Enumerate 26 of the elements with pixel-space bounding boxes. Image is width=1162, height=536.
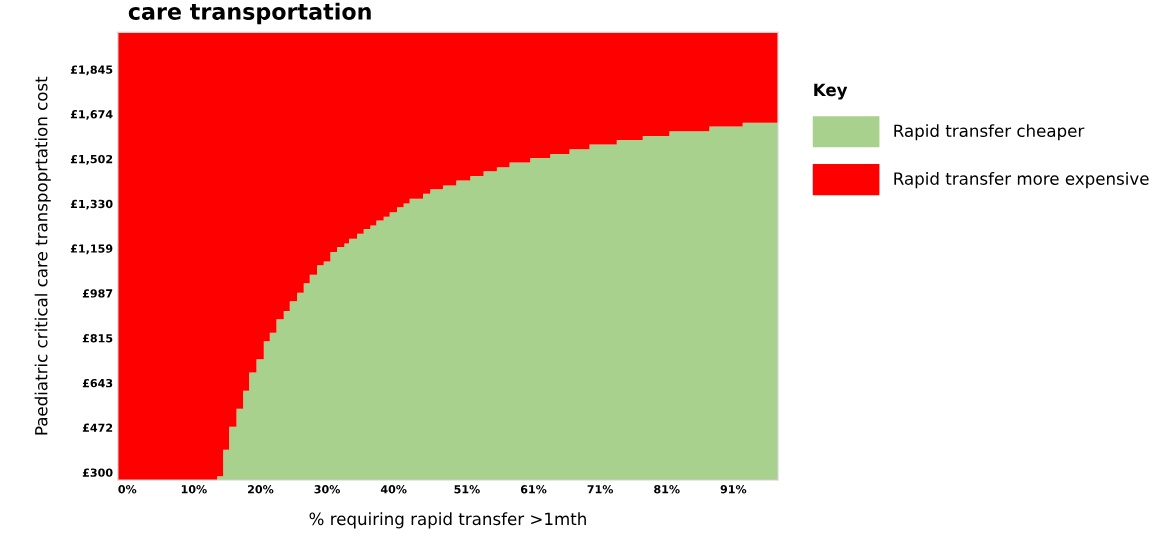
chart-title: care transportation [128, 2, 371, 25]
x-tick-label: 40% [380, 485, 407, 494]
y-axis-title: Paediatric critical care transpoprtation cost [34, 76, 51, 435]
x-tick-label: 0% [118, 485, 137, 494]
x-tick-label: 71% [587, 485, 614, 494]
x-tick-label: 30% [314, 485, 341, 494]
x-tick-label: 91% [720, 485, 747, 494]
legend-title: Key [814, 83, 848, 100]
y-tick-label: £643 [82, 378, 113, 388]
y-tick-label: £1,330 [70, 199, 113, 210]
y-tick-label: £987 [82, 289, 113, 298]
y-tick-label: £1,502 [70, 154, 113, 165]
y-tick-label: £300 [82, 468, 113, 477]
x-axis-title: % requiring rapid transfer >1mth [309, 512, 586, 529]
y-tick-label: £472 [82, 423, 113, 432]
y-tick-label: £1,159 [70, 244, 113, 255]
y-tick-label: £1,845 [70, 65, 113, 76]
x-tick-label: 61% [520, 485, 547, 494]
legend-label: Rapid transfer more expensive [894, 172, 1149, 189]
x-tick-label: 20% [248, 485, 274, 494]
legend-label: Rapid transfer cheaper [894, 124, 1085, 141]
x-tick-label: 51% [454, 485, 480, 494]
x-tick-label: 81% [654, 485, 680, 494]
y-tick-label: £815 [82, 334, 113, 343]
x-tick-label: 10% [181, 485, 207, 494]
y-tick-label: £1,674 [70, 110, 113, 120]
